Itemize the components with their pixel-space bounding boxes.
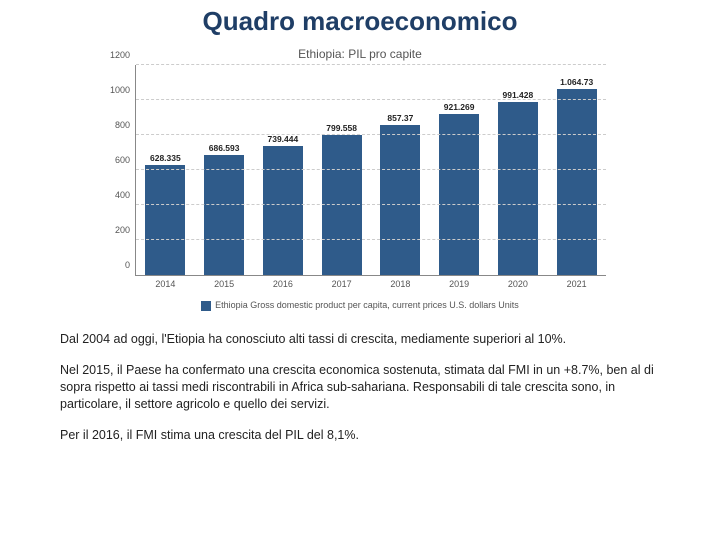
x-tick: 2019	[449, 279, 469, 289]
bar-slot: 991.4282020	[496, 102, 540, 275]
legend-swatch	[201, 301, 211, 311]
bar-value-label: 686.593	[209, 143, 240, 153]
x-tick: 2017	[332, 279, 352, 289]
bar-slot: 799.5582017	[320, 135, 364, 275]
y-tick: 1200	[110, 50, 136, 60]
x-tick: 2020	[508, 279, 528, 289]
bar-slot: 628.3352014	[143, 165, 187, 275]
bar	[263, 146, 303, 275]
grid-line	[136, 134, 606, 135]
grid-line	[136, 169, 606, 170]
bar-value-label: 921.269	[444, 102, 475, 112]
bar	[557, 89, 597, 275]
x-tick: 2015	[214, 279, 234, 289]
bar-value-label: 799.558	[326, 123, 357, 133]
chart-bars: 628.3352014 686.5932015 739.4442016 799.558…	[136, 65, 606, 275]
chart-title: Ethiopia: PIL pro capite	[95, 47, 625, 61]
bar-slot: 921.2692019	[437, 114, 481, 275]
bar	[439, 114, 479, 275]
chart-container: Ethiopia: PIL pro capite 628.3352014686.…	[95, 47, 625, 317]
grid-line	[136, 99, 606, 100]
bar-value-label: 857.37	[387, 113, 413, 123]
paragraph-1: Dal 2004 ad oggi, l'Etiopia ha conosciut…	[60, 331, 660, 348]
bar	[145, 165, 185, 275]
x-tick: 2014	[155, 279, 175, 289]
y-tick: 400	[115, 190, 136, 200]
bar	[380, 125, 420, 275]
y-tick: 600	[115, 155, 136, 165]
chart-plot-area: 628.3352014 686.5932015 739.4442016 799.558…	[135, 65, 606, 276]
legend-text: Ethiopia Gross domestic product per capi…	[215, 300, 519, 310]
bar-slot: 739.4442016	[261, 146, 305, 275]
grid-line	[136, 204, 606, 205]
y-tick: 0	[125, 260, 136, 270]
grid-line	[136, 239, 606, 240]
bar	[322, 135, 362, 275]
bar-value-label: 628.335	[150, 153, 181, 163]
x-tick: 2016	[273, 279, 293, 289]
paragraph-3: Per il 2016, il FMI stima una crescita d…	[60, 427, 660, 444]
bar-slot: 857.372018	[378, 125, 422, 275]
x-tick: 2018	[390, 279, 410, 289]
y-tick: 1000	[110, 85, 136, 95]
chart-legend: Ethiopia Gross domestic product per capi…	[95, 300, 625, 311]
bar-value-label: 1.064.73	[560, 77, 593, 87]
body-text: Dal 2004 ad oggi, l'Etiopia ha conosciut…	[60, 331, 660, 443]
bar	[204, 155, 244, 275]
y-tick: 200	[115, 225, 136, 235]
page-title: Quadro macroeconomico	[0, 0, 720, 37]
bar-value-label: 739.444	[268, 134, 299, 144]
bar-slot: 1.064.732021	[555, 89, 599, 275]
bar	[498, 102, 538, 275]
y-tick: 800	[115, 120, 136, 130]
bar-slot: 686.5932015	[202, 155, 246, 275]
grid-line	[136, 64, 606, 65]
x-tick: 2021	[567, 279, 587, 289]
paragraph-2: Nel 2015, il Paese ha confermato una cre…	[60, 362, 660, 413]
